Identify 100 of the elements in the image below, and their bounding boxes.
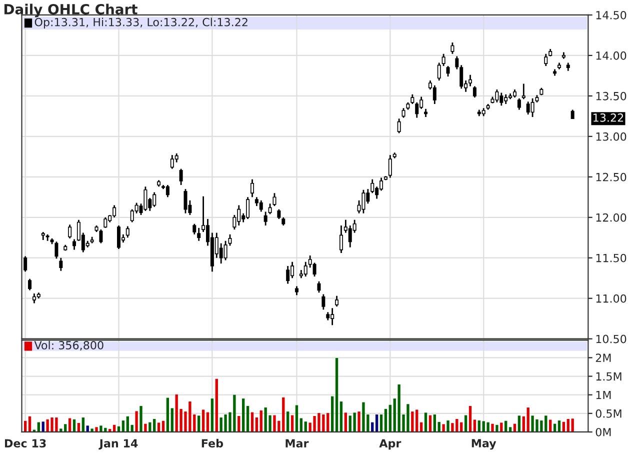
bar xyxy=(353,412,356,432)
bar xyxy=(238,416,240,432)
bar xyxy=(255,417,258,432)
bar xyxy=(526,407,530,432)
bar xyxy=(82,417,84,432)
bar xyxy=(250,412,254,432)
candlestick xyxy=(144,186,148,212)
candlestick xyxy=(472,86,476,98)
candlestick xyxy=(126,226,130,238)
bar xyxy=(300,418,303,432)
y-tick-label: 11.50 xyxy=(596,254,626,262)
bar xyxy=(451,423,454,432)
candlestick xyxy=(442,53,446,67)
bar xyxy=(340,402,343,432)
candlestick xyxy=(224,240,228,261)
bar xyxy=(468,406,472,432)
candlestick xyxy=(264,211,268,226)
bar xyxy=(446,420,450,432)
candlestick xyxy=(335,295,339,308)
y-tick-label: 1.5M xyxy=(596,372,622,381)
candlestick xyxy=(228,234,232,246)
candlestick xyxy=(402,107,406,118)
candlestick xyxy=(317,280,321,294)
x-tick-label: Jan 14 xyxy=(98,439,138,450)
annotation: Vol: 356,800 xyxy=(34,340,104,351)
candlestick xyxy=(450,42,454,55)
candlestick xyxy=(99,228,103,244)
bar xyxy=(433,414,436,432)
candlestick xyxy=(28,278,32,291)
y-tick-label: 0M xyxy=(596,428,611,436)
bar xyxy=(68,418,72,432)
candlestick xyxy=(259,200,263,212)
bar xyxy=(424,412,428,432)
bar xyxy=(384,408,388,432)
y-tick-label: 10.50 xyxy=(596,334,626,344)
candlestick xyxy=(104,216,108,229)
x-tick-label: Feb xyxy=(202,438,224,448)
bar xyxy=(126,416,129,432)
bar xyxy=(566,418,570,432)
candlestick xyxy=(460,64,464,90)
y-tick-label: 0.5M xyxy=(596,409,622,418)
candlestick xyxy=(268,202,272,215)
bar xyxy=(42,422,44,432)
candlestick xyxy=(522,83,526,100)
candlestick xyxy=(197,227,201,242)
bar xyxy=(64,424,67,432)
bar xyxy=(290,415,294,432)
candlestick xyxy=(24,256,28,272)
bar xyxy=(260,410,262,432)
bar xyxy=(157,422,160,432)
bar xyxy=(375,414,378,432)
bar xyxy=(304,422,307,432)
candlestick xyxy=(250,178,254,198)
bar xyxy=(549,420,552,432)
candlestick xyxy=(72,238,76,250)
bar xyxy=(215,378,218,432)
bar xyxy=(571,418,574,432)
bar xyxy=(202,410,205,432)
candlestick xyxy=(362,189,366,214)
bar xyxy=(166,398,170,432)
candlestick xyxy=(304,261,308,278)
candlestick xyxy=(68,224,72,240)
text: 13.22 xyxy=(594,113,624,122)
candlestick xyxy=(192,223,196,236)
annotation: Op:13.31, Hi:13.33, Lo:13.22, Cl:13.22 xyxy=(34,18,248,28)
candlestick xyxy=(530,98,534,118)
candlestick xyxy=(370,178,374,194)
candlestick xyxy=(432,84,436,105)
bar xyxy=(522,416,525,432)
candlestick xyxy=(517,98,521,110)
candlestick xyxy=(446,65,450,78)
candlestick xyxy=(397,118,401,134)
y-tick-label: 1M xyxy=(596,390,611,400)
bar xyxy=(330,396,334,432)
bar xyxy=(428,415,432,432)
y-tick-label: 13.50 xyxy=(596,92,626,100)
candlestick xyxy=(388,154,392,178)
bar xyxy=(473,420,476,432)
y-tick-label: 13.00 xyxy=(596,132,626,141)
bar xyxy=(206,412,210,432)
candlestick xyxy=(166,184,170,198)
bar xyxy=(464,415,468,432)
candlestick xyxy=(544,53,548,67)
y-tick-label: 2M xyxy=(596,354,611,362)
candlestick xyxy=(179,168,183,186)
candlestick xyxy=(117,224,121,250)
candlestick xyxy=(410,94,414,105)
x-tick-label: Mar xyxy=(286,439,309,448)
x-tick-label: Dec 13 xyxy=(5,439,46,448)
bar xyxy=(140,406,142,432)
candlestick xyxy=(59,257,63,272)
bar xyxy=(380,414,383,432)
bar xyxy=(246,406,250,432)
y-tick-label: 12.50 xyxy=(596,172,626,182)
y-tick-label: 11.00 xyxy=(596,294,626,303)
candlestick xyxy=(455,56,459,70)
bar xyxy=(198,416,200,432)
bar xyxy=(344,412,348,432)
bar xyxy=(210,398,214,432)
bar xyxy=(416,410,418,432)
